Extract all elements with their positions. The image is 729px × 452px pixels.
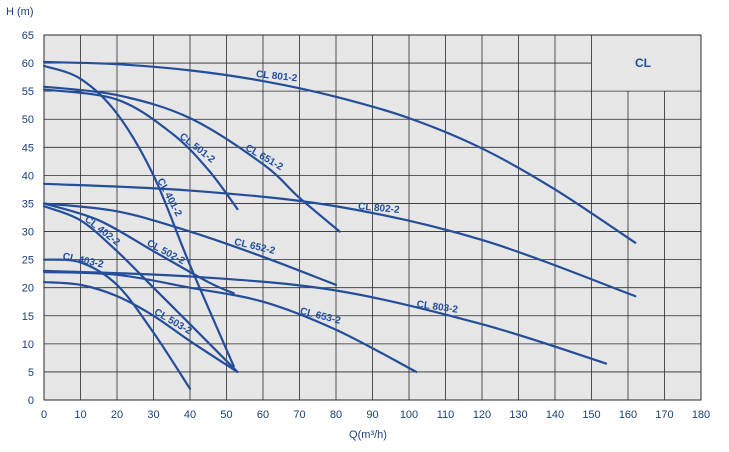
x-tick-label: 70: [293, 409, 305, 421]
y-tick-label: 5: [28, 367, 34, 379]
x-tick-label: 170: [655, 409, 673, 421]
x-tick-label: 30: [147, 409, 159, 421]
curve-cl-402-2: [42, 205, 239, 374]
curve-cl-651-2: [42, 85, 341, 233]
x-tick-label: 10: [74, 409, 86, 421]
y-tick-label: 10: [22, 339, 34, 351]
x-tick-label: 100: [400, 409, 418, 421]
y-axis-label: H (m): [6, 6, 34, 18]
series-family-label: CL: [635, 56, 651, 70]
curve-cl-401-2: [42, 64, 235, 368]
x-tick-label: 140: [546, 409, 564, 421]
curve-cl-653-2: [42, 270, 418, 374]
x-tick-label: 60: [257, 409, 269, 421]
y-tick-label: 30: [22, 227, 34, 239]
curve-cl-652-2: [42, 202, 338, 286]
y-tick-label: 45: [22, 142, 34, 154]
y-tick-label: 20: [22, 283, 34, 295]
x-tick-label: 40: [184, 409, 196, 421]
x-tick-label: 160: [619, 409, 637, 421]
x-axis-label: Q(m³/h): [349, 429, 387, 441]
x-tick-label: 80: [330, 409, 342, 421]
y-tick-label: 40: [22, 170, 34, 182]
x-tick-label: 180: [692, 409, 710, 421]
y-tick-label: 55: [22, 86, 34, 98]
x-tick-label: 50: [220, 409, 232, 421]
curve-cl-403-2: [42, 258, 192, 390]
x-tick-label: 90: [366, 409, 378, 421]
x-tick-label: 130: [509, 409, 527, 421]
y-tick-label: 25: [22, 255, 34, 267]
x-tick-label: 110: [437, 409, 455, 421]
y-tick-label: 0: [28, 395, 34, 407]
y-tick-label: 15: [22, 311, 34, 323]
y-tick-label: 50: [22, 114, 34, 126]
curve-cl-802-2: [42, 182, 637, 298]
y-tick-label: 65: [22, 30, 34, 42]
x-tick-label: 120: [473, 409, 491, 421]
x-tick-label: 150: [582, 409, 600, 421]
x-tick-label: 20: [111, 409, 123, 421]
curve-cl-502-2: [42, 202, 235, 295]
series-label-cl-801-2: CL 801-2: [255, 69, 298, 84]
plot-frame: [43, 34, 702, 401]
curve-cl-801-2: [42, 60, 637, 244]
series-label-cl-802-2: CL 802-2: [358, 201, 401, 216]
curve-cl-501-2: [42, 88, 239, 211]
curve-cl-803-2: [42, 269, 608, 365]
y-tick-label: 60: [22, 58, 34, 70]
x-tick-label: 0: [41, 409, 47, 421]
y-tick-label: 35: [22, 198, 34, 210]
